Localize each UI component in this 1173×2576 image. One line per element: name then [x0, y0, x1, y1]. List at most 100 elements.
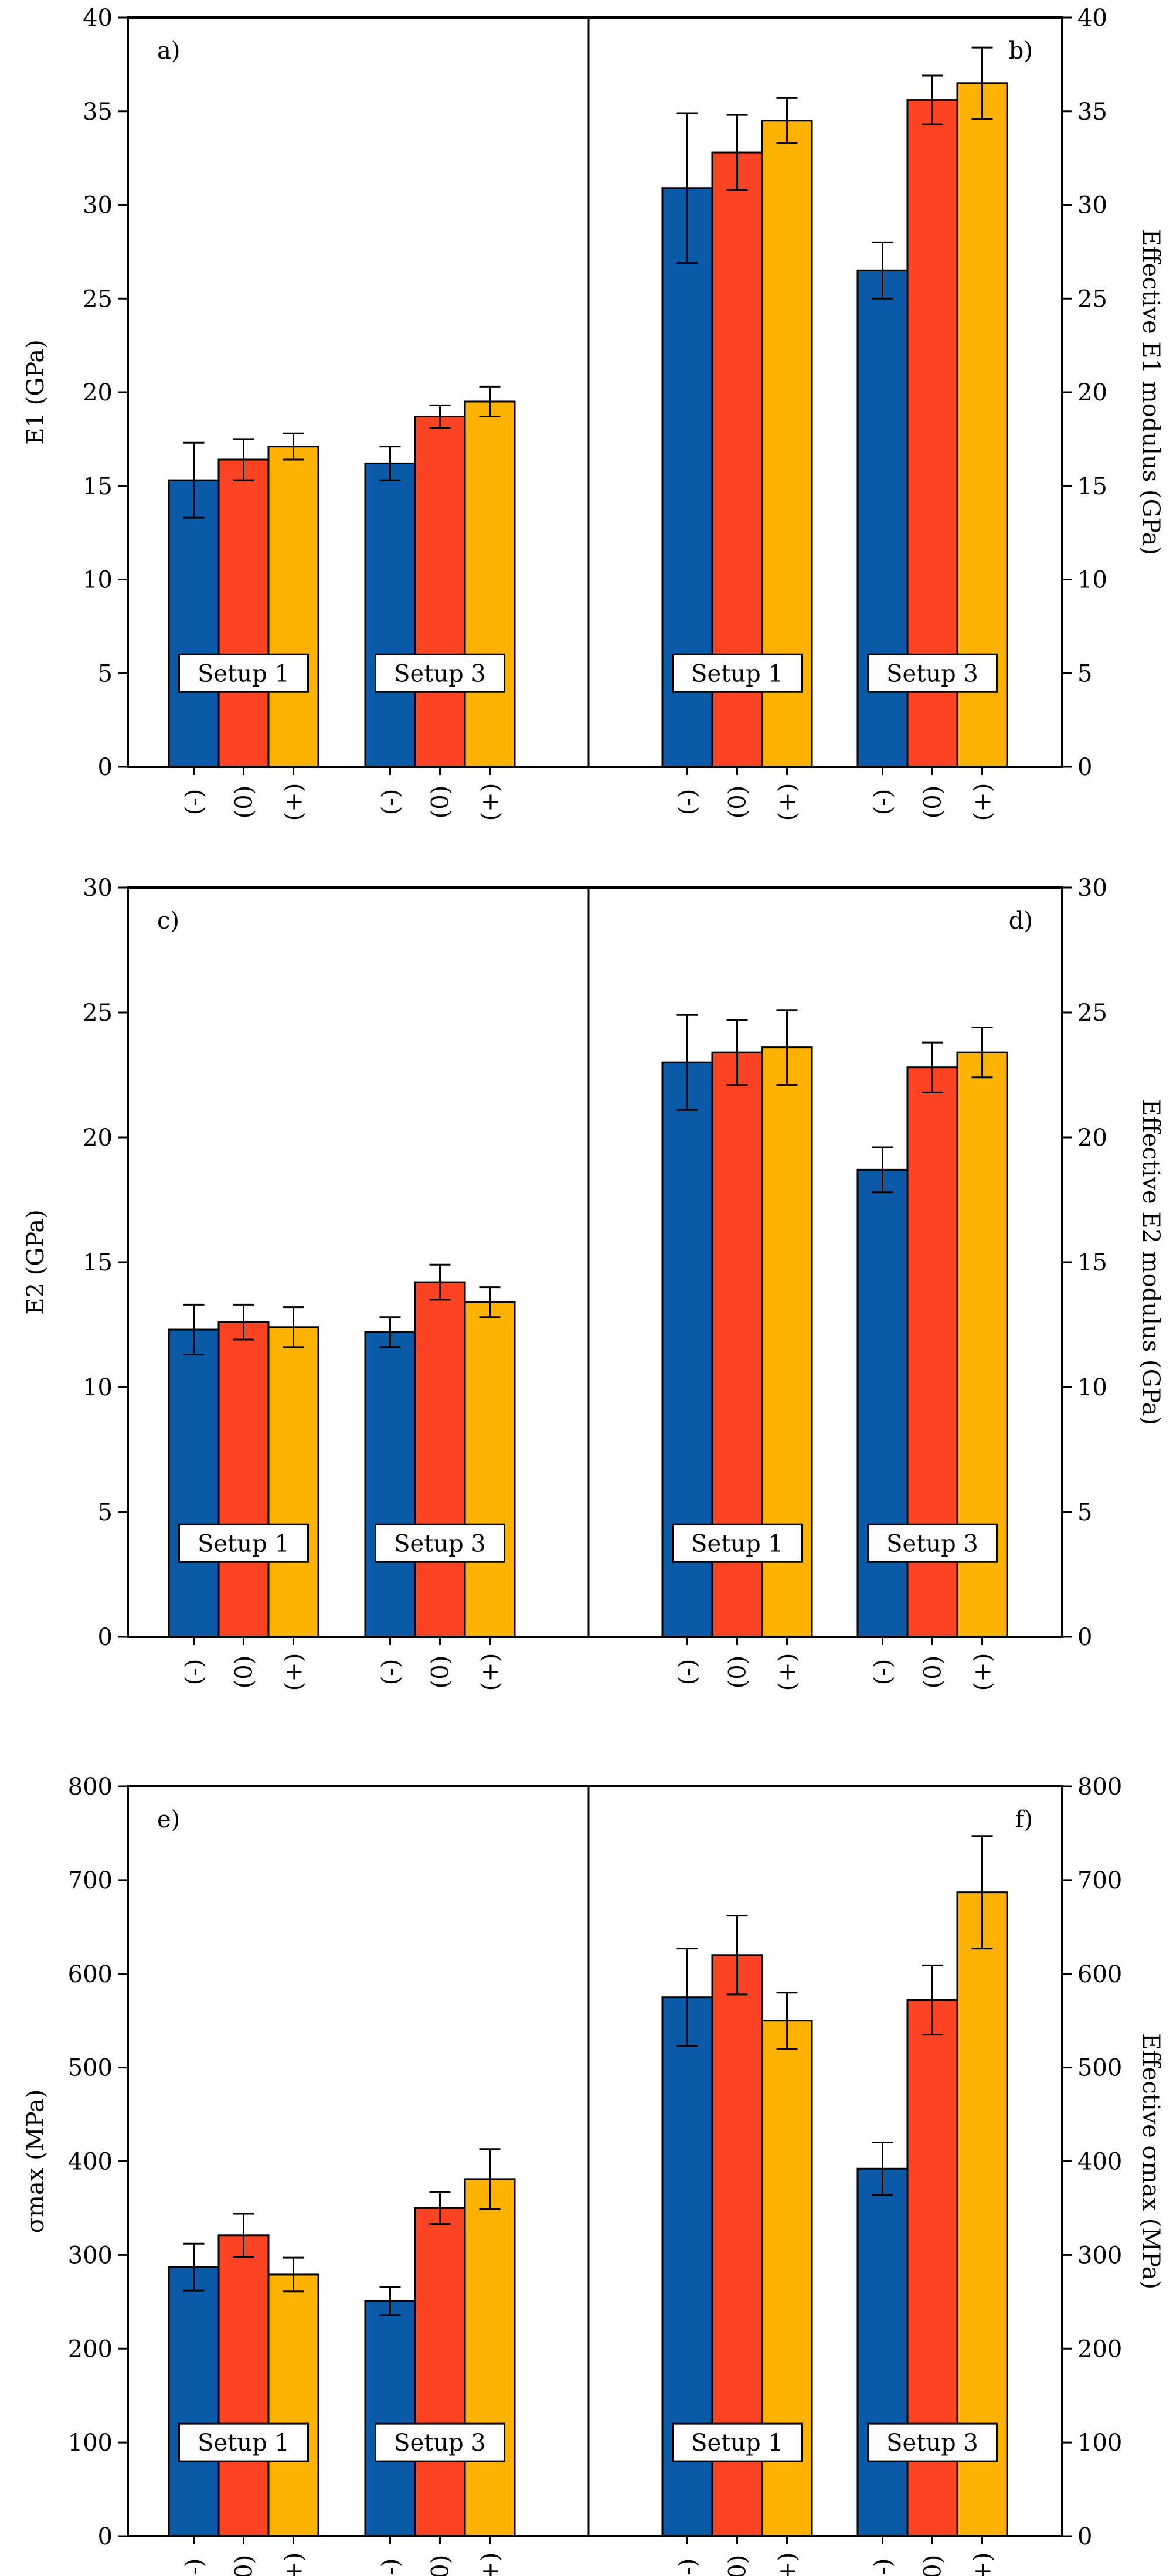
panel-label-right: d)	[1009, 908, 1033, 934]
y-tick-label-left: 5	[98, 1499, 113, 1526]
category-label: (0)	[920, 2555, 947, 2576]
setup-label: Setup 1	[691, 1530, 783, 1557]
chart-panel-1: Setup 1 (-) (0) (+) Setup 3 (-) (0) (+) Setup 1 (…	[22, 875, 1164, 1691]
y-tick-label-left: 400	[68, 2149, 113, 2176]
y-axis-title-left: E2 (GPa)	[22, 1209, 49, 1315]
y-tick-label-right: 10	[1077, 567, 1107, 594]
error-bar	[429, 2191, 451, 2225]
error-bar	[872, 2142, 893, 2196]
bar	[364, 2300, 416, 2537]
y-tick-label-right: 35	[1077, 98, 1107, 125]
setup-label-box	[375, 1523, 505, 1563]
category-label: (+)	[477, 2553, 504, 2576]
y-tick-label-left: 15	[83, 1249, 113, 1276]
y-tick-label-right: 15	[1077, 1249, 1107, 1276]
y-tick-label-left: 20	[83, 379, 113, 406]
chart-panel-0: Setup 1 (-) (0) (+) Setup 3 (-) (0) (+) Setup 1 (…	[22, 5, 1164, 821]
bar	[414, 1281, 466, 1638]
category-label: (0)	[231, 2555, 258, 2576]
error-bar	[233, 1303, 254, 1341]
category-label: (+)	[281, 1653, 308, 1691]
setup-label: Setup 3	[886, 2429, 978, 2456]
setup-label-box	[178, 1523, 309, 1563]
y-tick-label-right: 5	[1077, 660, 1092, 687]
setup-label-box	[178, 2422, 309, 2462]
error-bar	[922, 74, 943, 125]
panel-label-left: a)	[157, 38, 180, 64]
category-label: (+)	[774, 783, 801, 821]
setup-label: Setup 3	[886, 1530, 978, 1557]
category-label: (-)	[870, 2558, 897, 2576]
y-tick-label-right: 5	[1077, 1499, 1092, 1526]
error-bar	[676, 1948, 698, 2047]
bar	[856, 2167, 909, 2537]
setup-label-box	[178, 653, 309, 693]
category-label: (0)	[427, 2555, 454, 2576]
error-bar	[676, 112, 698, 264]
bar	[217, 458, 270, 768]
category-label: (-)	[870, 789, 897, 815]
error-bar	[971, 46, 993, 120]
category-label: (-)	[675, 1659, 702, 1685]
y-tick-label-left: 30	[83, 192, 113, 219]
category-label: (-)	[378, 1659, 404, 1685]
y-tick-label-right: 0	[1077, 2523, 1092, 2550]
bar	[956, 82, 1008, 768]
error-bar	[726, 114, 748, 191]
panel-label-right: b)	[1009, 38, 1033, 64]
bar	[414, 416, 466, 768]
y-tick-label-right: 20	[1077, 379, 1107, 406]
error-bar	[776, 1009, 798, 1086]
error-bar	[479, 2148, 501, 2210]
y-axis-title-right: Effective σmax (MPa)	[1137, 2033, 1164, 2289]
panel-label-left: c)	[157, 908, 179, 934]
category-label: (+)	[477, 1653, 504, 1691]
error-bar	[971, 1835, 993, 1950]
category-label: (+)	[774, 1653, 801, 1691]
category-label: (0)	[427, 1656, 454, 1689]
setup-label-box	[375, 653, 505, 693]
y-tick-label-left: 15	[83, 473, 113, 500]
y-tick-label-right: 200	[1077, 2336, 1122, 2363]
error-bar	[379, 1316, 401, 1348]
setup-label: Setup 1	[198, 660, 290, 687]
setup-label-box	[672, 2422, 803, 2462]
category-label: (0)	[427, 786, 454, 819]
y-tick-label-left: 700	[68, 1867, 113, 1894]
bar	[364, 462, 416, 768]
bar	[267, 2273, 319, 2537]
error-bar	[183, 1303, 205, 1356]
y-tick-label-left: 100	[68, 2429, 113, 2456]
y-tick-label-right: 300	[1077, 2242, 1122, 2269]
y-tick-label-right: 0	[1077, 754, 1092, 781]
bar	[464, 1301, 516, 1638]
y-tick-label-right: 40	[1077, 5, 1107, 32]
category-label: (-)	[675, 2558, 702, 2576]
y-tick-label-left: 600	[68, 1961, 113, 1988]
y-tick-label-right: 600	[1077, 1961, 1122, 1988]
error-bar	[183, 441, 205, 519]
y-tick-label-left: 40	[83, 5, 113, 32]
category-label: (-)	[675, 789, 702, 815]
setup-label: Setup 3	[886, 660, 978, 687]
y-tick-label-left: 5	[98, 660, 113, 687]
error-bar	[726, 1915, 748, 1996]
y-tick-label-left: 35	[83, 98, 113, 125]
error-bar	[676, 1014, 698, 1111]
y-tick-label-right: 100	[1077, 2429, 1122, 2456]
category-label: (-)	[378, 789, 404, 815]
category-label: (+)	[281, 783, 308, 821]
setup-label-box	[672, 1523, 803, 1563]
setup-label-box	[867, 2422, 998, 2462]
error-bar	[776, 97, 798, 144]
category-label: (0)	[231, 1656, 258, 1689]
error-bar	[872, 1146, 893, 1194]
y-tick-label-right: 25	[1077, 1000, 1107, 1027]
category-label: (-)	[181, 2558, 208, 2576]
error-bar	[971, 1027, 993, 1079]
setup-label: Setup 3	[394, 1530, 486, 1557]
setup-label: Setup 1	[198, 2429, 290, 2456]
bar	[267, 1326, 319, 1638]
category-label: (0)	[920, 786, 947, 819]
